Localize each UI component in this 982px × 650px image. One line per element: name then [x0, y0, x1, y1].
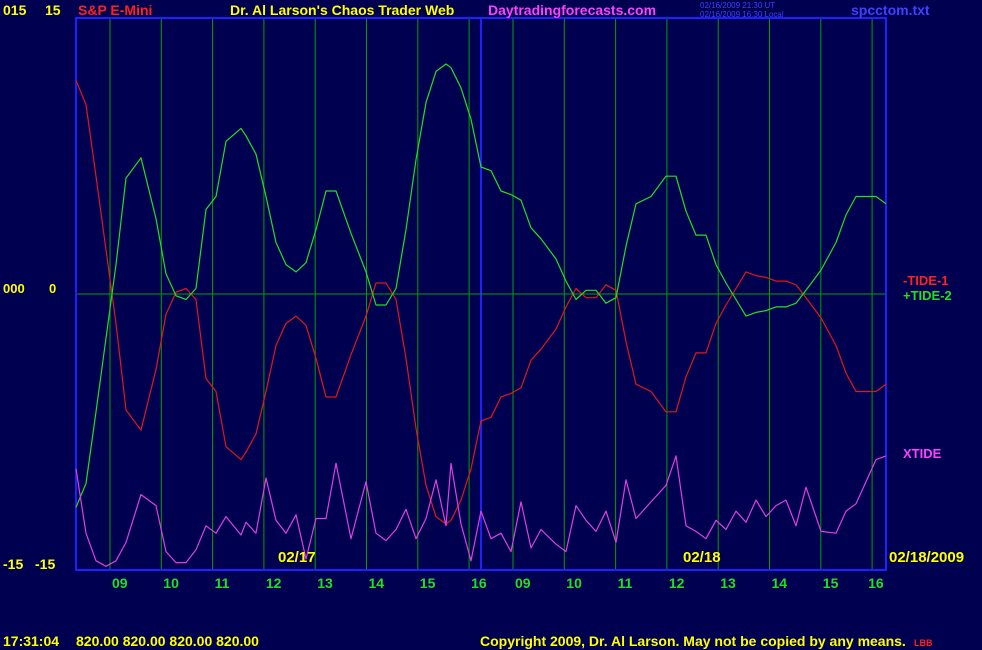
footer-copyright: Copyright 2009, Dr. Al Larson. May not b… — [480, 633, 906, 649]
chart-title: Dr. Al Larson's Chaos Trader Web — [230, 2, 455, 18]
x-tick-label: 09 — [112, 575, 128, 591]
x-tick-label: 14 — [369, 575, 385, 591]
x-tick-label: 16 — [868, 575, 884, 591]
timestamp-local: 02/16/2009 16:30 Local — [700, 10, 784, 19]
x-tick-label: 09 — [515, 575, 531, 591]
y-tick-top: 15 — [45, 2, 61, 18]
legend-xtide: XTIDE — [903, 446, 942, 461]
plot-frame — [75, 17, 887, 571]
x-tick-label: 16 — [471, 575, 487, 591]
legend-tide1: -TIDE-1 — [903, 273, 949, 288]
x-tick-label: 14 — [772, 575, 788, 591]
x-tick-label: 10 — [566, 575, 582, 591]
x-tick-label: 15 — [420, 575, 436, 591]
footer-prices: 820.00 820.00 820.00 820.00 — [76, 633, 259, 649]
y-tick-mid: 0 — [49, 281, 57, 296]
site-label[interactable]: Daytradingforecasts.com — [488, 2, 657, 18]
series-line-tide1 — [75, 80, 887, 525]
x-tick-label: 11 — [618, 575, 633, 591]
date-label-end: 02/18/2009 — [889, 549, 965, 566]
x-tick-label: 12 — [266, 575, 282, 591]
x-tick-label: 13 — [317, 575, 333, 591]
y-tick-top-alt: 015 — [3, 2, 27, 18]
series-line-tide2 — [75, 63, 887, 508]
timestamp-ut: 02/16/2009 21:30 UT — [700, 1, 776, 10]
x-tick-label: 13 — [720, 575, 736, 591]
legend-tide2: +TIDE-2 — [903, 288, 952, 303]
footer-stamp: LBB — [914, 638, 933, 648]
symbol-label: S&P E-Mini — [78, 2, 153, 18]
file-name: spcctom.txt — [851, 2, 930, 18]
x-tick-label: 10 — [163, 575, 179, 591]
footer-time: 17:31:04 — [3, 633, 60, 649]
y-tick-bottom: -15 — [35, 556, 56, 572]
date-label-second: 02/18 — [683, 549, 721, 566]
date-label-first: 02/17 — [278, 549, 316, 566]
series-line-xtide — [75, 455, 887, 567]
x-tick-label: 12 — [669, 575, 685, 591]
y-tick-bottom-alt: -15 — [3, 556, 24, 572]
x-tick-label: 15 — [823, 575, 839, 591]
x-tick-label: 11 — [215, 575, 230, 591]
y-tick-mid-alt: 000 — [3, 281, 25, 296]
